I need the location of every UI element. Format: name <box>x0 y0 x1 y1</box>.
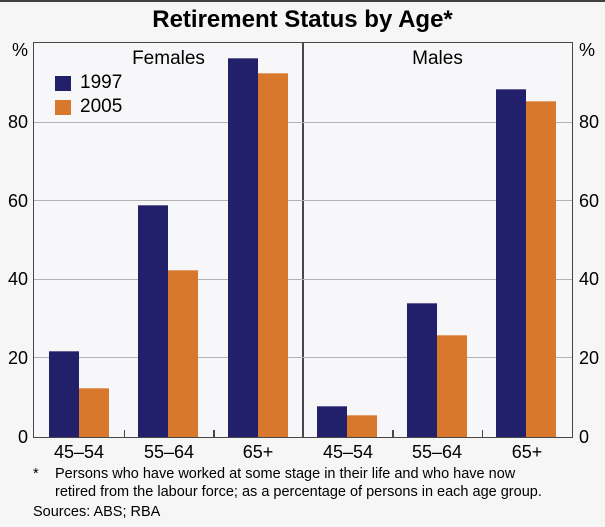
y-tick-label-right-60: 60 <box>579 191 600 211</box>
panel-divider <box>302 43 304 437</box>
gridline-40 <box>34 278 572 280</box>
sources: Sources: ABS; RBA <box>33 504 161 520</box>
bar-females-1997-55–64 <box>138 205 169 437</box>
y-tick-label-right-20: 20 <box>579 348 600 368</box>
y-axis-unit-left: % <box>11 40 28 60</box>
x-label-females-45–54: 45–54 <box>53 442 105 462</box>
x-label-females-65+: 65+ <box>242 442 274 462</box>
x-label-males-45–54: 45–54 <box>322 442 374 462</box>
plot-area: Females Males 1997 2005 <box>33 42 573 438</box>
bar-males-1997-45–54 <box>317 405 348 437</box>
x-tick <box>392 430 394 437</box>
bar-males-1997-65+ <box>496 89 527 437</box>
chart-title: Retirement Status by Age* <box>152 6 453 33</box>
bar-females-2005-45–54 <box>78 387 109 437</box>
bar-males-2005-55–64 <box>436 334 467 437</box>
footnote-marker: * <box>33 466 39 482</box>
bar-females-1997-45–54 <box>48 350 79 437</box>
legend-swatch-1997 <box>55 75 71 91</box>
legend-label-1997: 1997 <box>80 72 123 93</box>
panel-label-males: Males <box>412 48 463 69</box>
footnote-line-2: retired from the labour force; as a perc… <box>55 484 542 500</box>
legend-item-2005: 2005 <box>55 95 122 119</box>
y-tick-label-left-40: 40 <box>7 269 28 289</box>
x-tick <box>481 430 483 437</box>
legend: 1997 2005 <box>55 71 122 119</box>
footnote-line-1: Persons who have worked at some stage in… <box>55 466 516 482</box>
bar-males-1997-55–64 <box>406 303 437 437</box>
gridline-60 <box>34 200 572 202</box>
panel-label-females: Females <box>132 48 205 69</box>
y-tick-label-right-80: 80 <box>579 112 600 132</box>
y-tick-label-left-60: 60 <box>7 191 28 211</box>
gridline-80 <box>34 121 572 123</box>
footnote: * Persons who have worked at some stage … <box>33 465 585 521</box>
x-tick <box>213 430 215 437</box>
y-tick-label-left-20: 20 <box>7 348 28 368</box>
y-tick-label-left-80: 80 <box>7 112 28 132</box>
x-label-females-55–64: 55–64 <box>143 442 195 462</box>
y-tick-label-right-40: 40 <box>579 269 600 289</box>
bar-males-2005-45–54 <box>347 415 378 437</box>
footnote-text: Persons who have worked at some stage in… <box>55 465 542 501</box>
y-axis-unit-right: % <box>579 40 596 60</box>
x-label-males-65+: 65+ <box>511 442 543 462</box>
x-tick <box>123 430 125 437</box>
legend-swatch-2005 <box>55 99 71 115</box>
y-tick-label-right-0: 0 <box>579 427 590 447</box>
bar-females-2005-55–64 <box>168 269 199 437</box>
legend-item-1997: 1997 <box>55 71 122 95</box>
y-tick-label-left-0: 0 <box>17 427 28 447</box>
bar-males-2005-65+ <box>526 101 557 437</box>
bar-females-1997-65+ <box>227 57 258 437</box>
x-label-males-55–64: 55–64 <box>411 442 463 462</box>
gridline-20 <box>34 357 572 359</box>
bar-females-2005-65+ <box>257 73 288 437</box>
legend-label-2005: 2005 <box>80 96 123 117</box>
